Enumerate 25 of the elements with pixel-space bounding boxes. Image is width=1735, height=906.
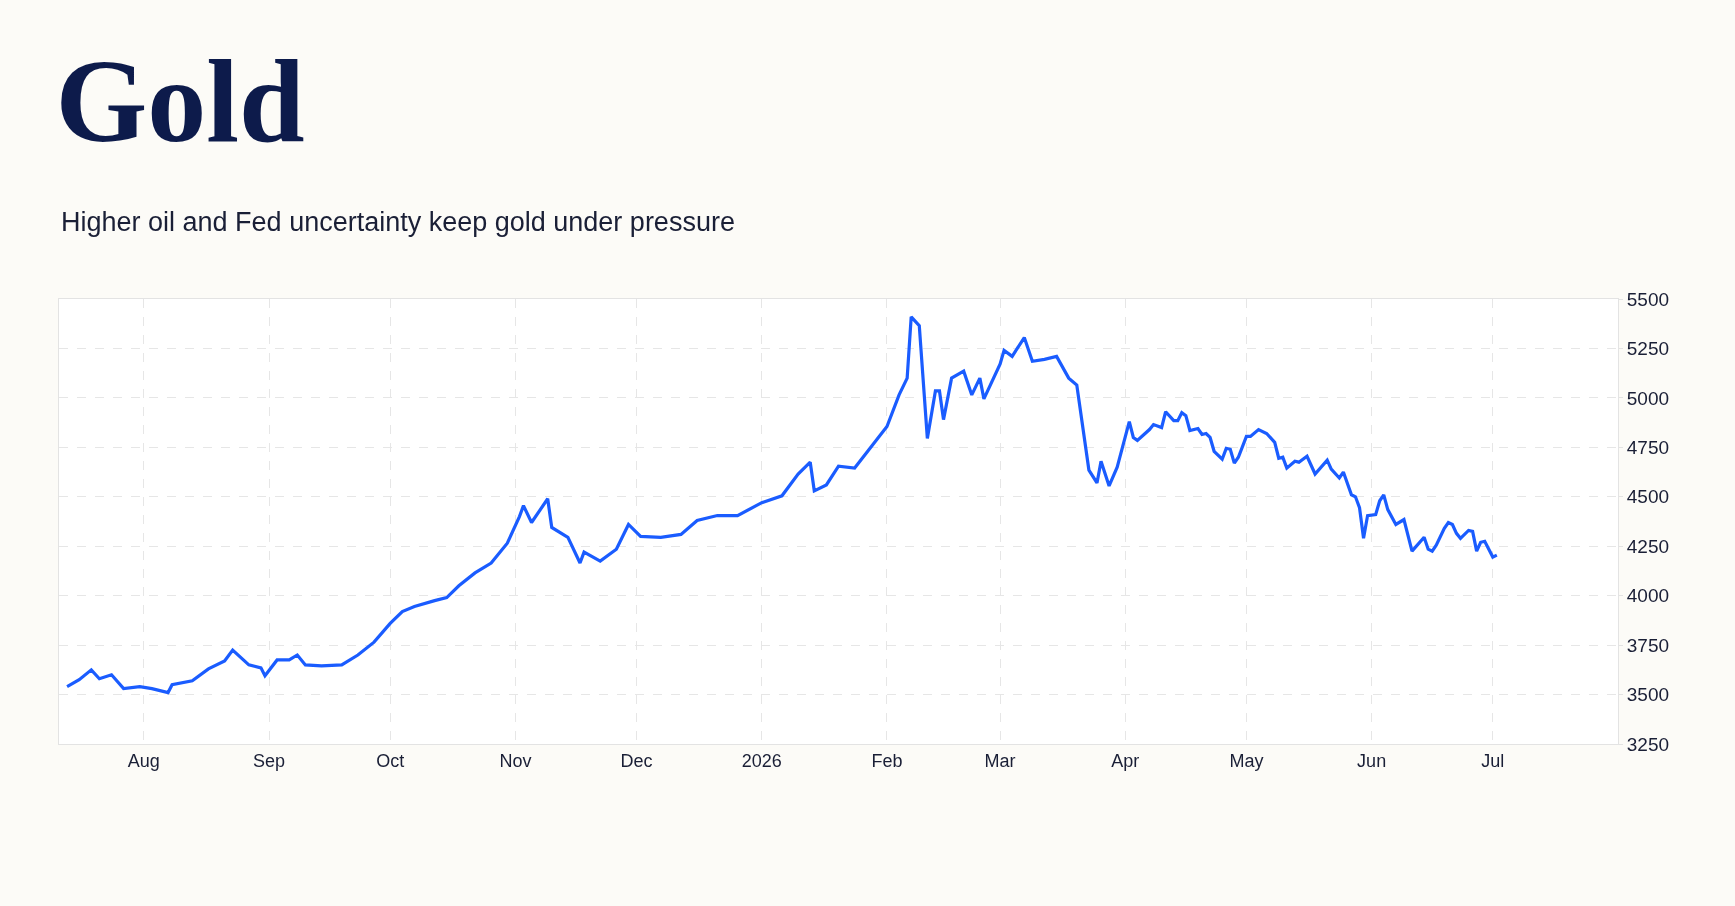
x-tick-label: Mar bbox=[984, 750, 1016, 771]
y-tick-label: 5000 bbox=[1626, 387, 1670, 409]
x-tick-label: Jul bbox=[1481, 750, 1505, 771]
x-tick-label: Oct bbox=[376, 750, 405, 771]
x-tick-label: Feb bbox=[871, 750, 903, 771]
y-tick-label: 4500 bbox=[1626, 486, 1670, 508]
y-tick-label: 4250 bbox=[1626, 535, 1670, 557]
y-tick-label: 3500 bbox=[1626, 684, 1670, 706]
y-tick-label: 3750 bbox=[1626, 634, 1670, 656]
x-tick-label: Sep bbox=[253, 750, 286, 771]
x-tick-label: May bbox=[1229, 750, 1264, 771]
chart-title: Gold bbox=[55, 36, 305, 168]
y-tick-label: 5500 bbox=[1626, 288, 1670, 310]
y-tick-label: 3250 bbox=[1626, 733, 1670, 755]
x-tick-label: Nov bbox=[499, 750, 532, 771]
y-tick-label: 4750 bbox=[1626, 436, 1670, 458]
y-tick-label: 4000 bbox=[1626, 585, 1670, 607]
x-tick-label: Dec bbox=[620, 750, 653, 771]
x-tick-label: Jun bbox=[1357, 750, 1387, 771]
x-tick-label: Aug bbox=[127, 750, 160, 771]
chart-subtitle: Higher oil and Fed uncertainty keep gold under pressure bbox=[61, 207, 735, 237]
x-tick-label: Apr bbox=[1111, 750, 1140, 771]
y-tick-label: 5250 bbox=[1626, 338, 1670, 360]
x-tick-label: 2026 bbox=[741, 750, 782, 771]
line-series bbox=[65, 315, 1499, 695]
